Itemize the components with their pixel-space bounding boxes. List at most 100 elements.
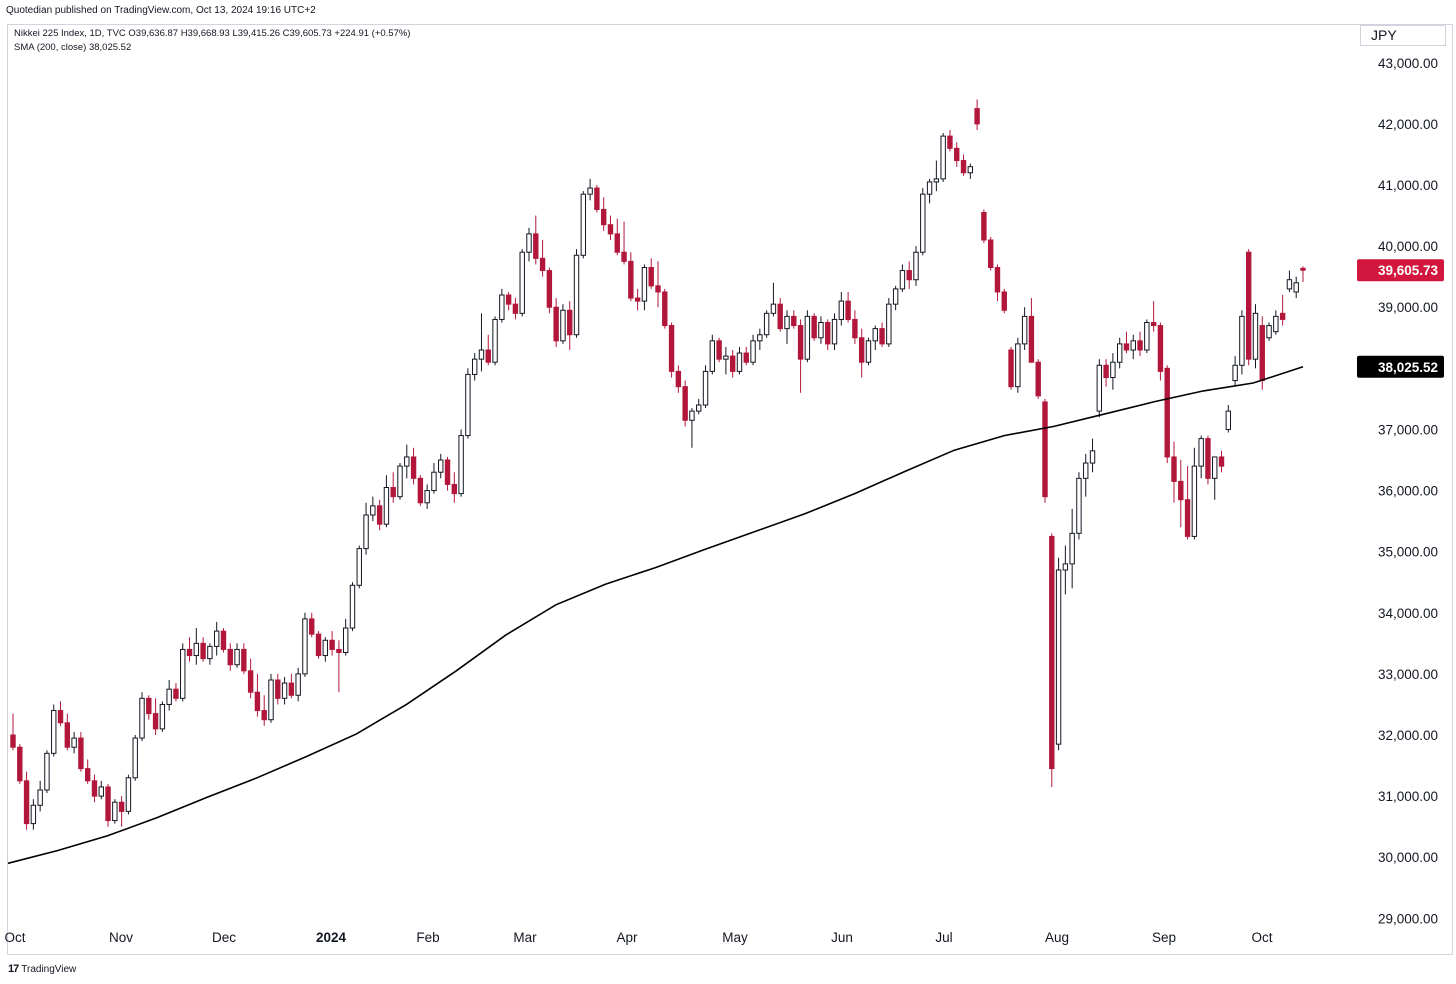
candle	[126, 775, 130, 815]
candle	[1274, 310, 1278, 334]
candle-body	[167, 689, 171, 704]
candle	[500, 289, 504, 323]
candle-body	[595, 188, 599, 209]
x-tick-label: May	[722, 930, 748, 945]
candle-body	[921, 194, 925, 252]
candle-body	[873, 329, 877, 341]
candle-body	[1043, 402, 1047, 497]
candle	[24, 772, 28, 830]
candle-body	[201, 643, 205, 658]
candle	[771, 283, 775, 317]
footer-brand: TradingView	[21, 964, 76, 975]
candle	[975, 99, 979, 130]
candle-body	[826, 323, 830, 344]
candle	[792, 310, 796, 328]
candle-body	[269, 680, 273, 720]
candle-body	[1219, 457, 1223, 466]
candle	[276, 674, 280, 705]
candle-body	[1022, 316, 1026, 344]
x-tick-label: 2024	[316, 930, 347, 945]
candle-body	[724, 356, 728, 359]
candle	[1097, 359, 1101, 417]
candle	[697, 399, 701, 414]
candle-body	[785, 316, 789, 328]
candle	[955, 142, 959, 166]
candle-body	[859, 338, 863, 362]
candle	[846, 292, 850, 323]
candle	[1294, 277, 1298, 298]
candle	[1280, 295, 1284, 326]
candle-body	[948, 136, 952, 148]
candle-body	[486, 350, 490, 362]
candle	[1240, 310, 1244, 374]
candle	[581, 191, 585, 258]
candle-body	[1131, 341, 1135, 350]
candle	[554, 298, 558, 347]
candle	[147, 695, 151, 719]
candle-body	[703, 371, 707, 405]
candle	[873, 326, 877, 350]
candle-body	[1077, 478, 1081, 533]
candle-body	[1117, 344, 1121, 362]
candle	[608, 216, 612, 240]
candle-body	[941, 136, 945, 179]
x-tick-label: Sep	[1152, 930, 1176, 945]
candle	[486, 335, 490, 366]
y-tick-label: 42,000.00	[1378, 117, 1438, 132]
candle	[1050, 533, 1054, 787]
candle-body	[819, 323, 823, 338]
candle	[1226, 405, 1230, 433]
candle	[384, 475, 388, 527]
candle-body	[697, 405, 701, 411]
candle	[221, 628, 225, 652]
candle-body	[1165, 368, 1169, 457]
candle	[262, 695, 266, 726]
tradingview-logo-icon: 17	[8, 963, 18, 975]
candle	[208, 643, 212, 664]
candle	[1138, 332, 1142, 356]
candle-body	[995, 268, 999, 292]
candle	[113, 799, 117, 823]
y-tick-label: 43,000.00	[1378, 56, 1438, 71]
candle-body	[900, 271, 904, 289]
candle-body	[1206, 439, 1210, 479]
candle-body	[194, 643, 198, 655]
candle	[92, 775, 96, 803]
candle	[900, 264, 904, 292]
candle-body	[323, 640, 327, 655]
y-tick-label: 29,000.00	[1378, 911, 1438, 926]
candle	[1172, 442, 1176, 503]
candle-body	[113, 802, 117, 820]
candle	[832, 313, 836, 350]
candle-body	[1185, 500, 1189, 537]
candle	[1084, 454, 1088, 497]
candle-body	[160, 704, 164, 728]
candle-body	[208, 646, 212, 658]
candle-body	[547, 271, 551, 308]
candle	[38, 781, 42, 812]
x-tick-label: Oct	[4, 930, 25, 945]
candle-body	[364, 515, 368, 549]
candle	[710, 335, 714, 375]
candle	[927, 179, 931, 203]
candle-body	[228, 649, 232, 664]
candle-body	[812, 316, 816, 337]
candle	[907, 261, 911, 289]
candle-body	[38, 790, 42, 805]
candle-body	[1036, 362, 1040, 396]
candle	[805, 310, 809, 362]
candle-body	[1002, 292, 1006, 310]
candle	[540, 240, 544, 277]
candle	[1077, 472, 1081, 539]
candle-body	[235, 649, 239, 664]
candle	[506, 292, 510, 310]
candle-body	[561, 310, 565, 341]
candle	[730, 350, 734, 378]
candle-body	[181, 649, 185, 698]
candle-body	[24, 781, 28, 824]
y-tick-label: 39,000.00	[1378, 300, 1438, 315]
sma-group	[8, 367, 1303, 864]
candle	[133, 735, 137, 781]
candle	[1131, 335, 1135, 359]
candle	[1165, 365, 1169, 463]
